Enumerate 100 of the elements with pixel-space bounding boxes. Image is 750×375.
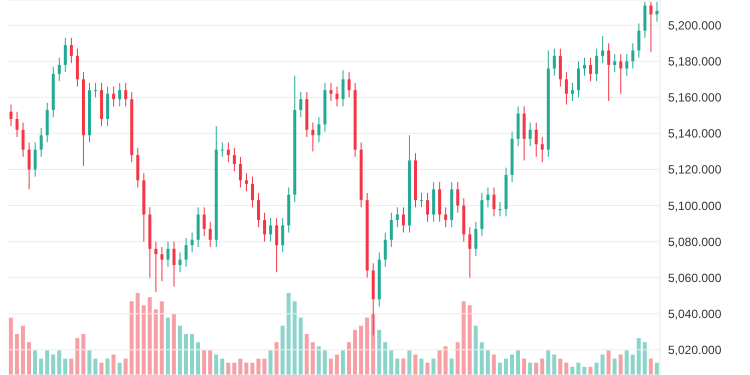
bar bbox=[69, 358, 74, 375]
bar bbox=[648, 358, 653, 375]
candlestick bbox=[28, 142, 31, 190]
candlestick bbox=[637, 22, 640, 58]
bar bbox=[220, 358, 224, 375]
bar bbox=[286, 293, 291, 375]
candlestick bbox=[474, 221, 478, 257]
candlestick bbox=[583, 57, 586, 76]
bar bbox=[27, 342, 32, 375]
bar bbox=[504, 358, 508, 375]
candlestick bbox=[528, 122, 532, 147]
bar bbox=[510, 354, 514, 375]
candlestick bbox=[558, 48, 562, 88]
candlestick bbox=[190, 232, 194, 253]
bar bbox=[172, 314, 176, 375]
y-tick-label: 5,140.000 bbox=[668, 126, 722, 141]
bar bbox=[57, 350, 62, 375]
bar bbox=[118, 362, 122, 375]
bar bbox=[474, 326, 478, 375]
bar bbox=[250, 362, 254, 375]
bar bbox=[462, 301, 466, 375]
bar bbox=[630, 354, 635, 375]
bar bbox=[130, 301, 134, 375]
bar bbox=[642, 342, 647, 375]
candlestick bbox=[390, 212, 393, 248]
bar bbox=[618, 354, 623, 375]
candlestick bbox=[456, 182, 460, 214]
bar bbox=[612, 358, 617, 375]
y-tick-label: 5,160.000 bbox=[668, 90, 722, 105]
y-tick-label: 5,120.000 bbox=[668, 162, 722, 177]
bar bbox=[552, 354, 556, 375]
bar bbox=[432, 358, 436, 375]
candlestick bbox=[625, 54, 628, 76]
bar bbox=[444, 346, 448, 375]
bar bbox=[238, 358, 242, 375]
bar bbox=[280, 326, 285, 375]
candlestick bbox=[172, 241, 176, 288]
candlestick bbox=[70, 37, 73, 64]
candlestick bbox=[534, 122, 538, 158]
bar bbox=[389, 350, 394, 375]
y-tick-label: 5,060.000 bbox=[668, 270, 722, 285]
candlestick bbox=[492, 187, 496, 217]
bar bbox=[160, 301, 164, 375]
candlestick bbox=[275, 218, 278, 273]
bar bbox=[33, 350, 38, 375]
bar bbox=[81, 334, 86, 375]
bar bbox=[20, 326, 25, 375]
bar bbox=[468, 305, 472, 375]
bar bbox=[377, 330, 382, 375]
bar bbox=[106, 358, 110, 375]
candlestick bbox=[22, 122, 25, 158]
candlestick bbox=[226, 142, 230, 163]
bar bbox=[407, 350, 412, 375]
candlestick bbox=[348, 72, 351, 98]
bar bbox=[99, 362, 104, 375]
bar bbox=[39, 358, 44, 375]
y-tick-label: 5,040.000 bbox=[668, 306, 722, 321]
bar bbox=[419, 358, 424, 375]
candlestick bbox=[118, 82, 122, 107]
bar bbox=[395, 358, 400, 375]
bar bbox=[564, 362, 568, 375]
bar bbox=[383, 342, 388, 375]
bar bbox=[112, 354, 116, 375]
bar bbox=[154, 309, 158, 375]
bar bbox=[606, 350, 611, 375]
candlestick bbox=[160, 246, 164, 282]
bar bbox=[425, 362, 430, 375]
bar bbox=[600, 354, 605, 375]
candlestick bbox=[202, 206, 206, 237]
bar bbox=[8, 318, 13, 375]
bar bbox=[576, 362, 580, 375]
candlestick bbox=[329, 82, 332, 102]
bar bbox=[340, 350, 345, 375]
candlestick bbox=[10, 104, 13, 127]
candlestick bbox=[244, 172, 248, 192]
y-tick-label: 5,020.000 bbox=[668, 343, 722, 358]
candlestick bbox=[269, 218, 272, 242]
candlestick bbox=[498, 201, 502, 217]
candlestick bbox=[76, 48, 79, 88]
bar bbox=[528, 362, 532, 375]
bar bbox=[450, 358, 454, 375]
y-tick-label: 5,180.000 bbox=[668, 54, 722, 69]
candlestick bbox=[112, 86, 116, 107]
bar bbox=[93, 358, 98, 375]
candlestick bbox=[34, 142, 37, 178]
bar bbox=[353, 330, 358, 375]
candlestick bbox=[64, 37, 67, 73]
bar bbox=[316, 346, 321, 375]
bar bbox=[166, 318, 170, 375]
bar bbox=[522, 358, 526, 375]
candlestick bbox=[220, 142, 224, 158]
bar bbox=[244, 362, 248, 375]
candlestick bbox=[613, 54, 616, 73]
candlestick bbox=[619, 54, 622, 94]
candlestick bbox=[552, 48, 556, 76]
bar bbox=[636, 338, 641, 375]
bar bbox=[178, 326, 182, 375]
bar bbox=[196, 342, 200, 375]
bar bbox=[310, 342, 315, 375]
bar bbox=[558, 358, 562, 375]
